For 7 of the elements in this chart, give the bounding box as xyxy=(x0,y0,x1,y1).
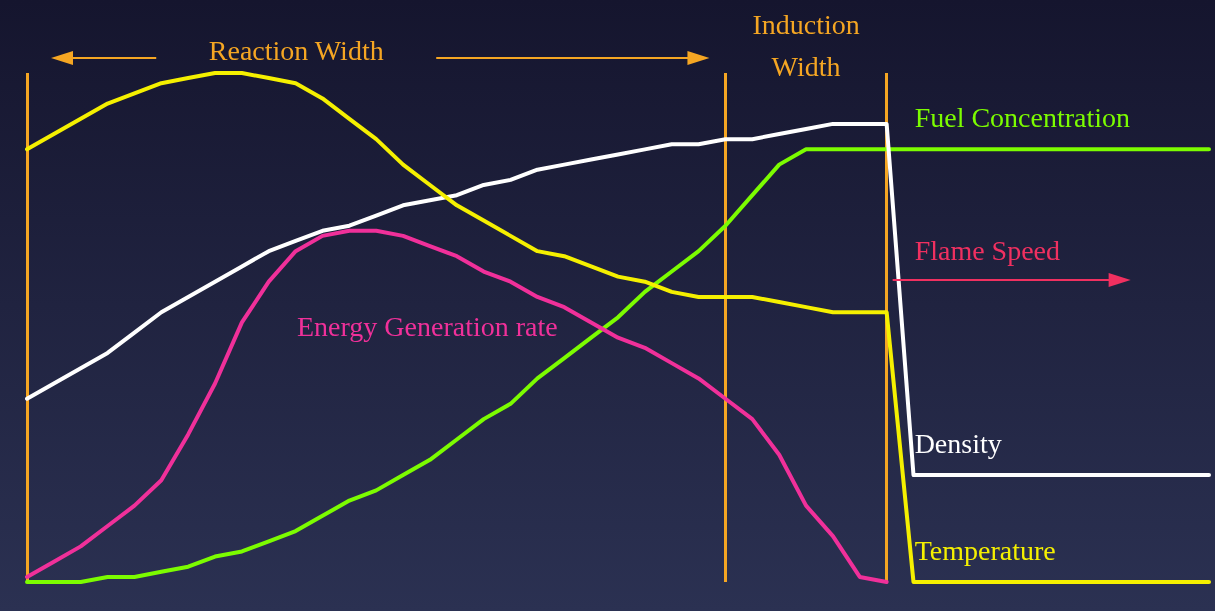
series-label: Fuel Concentration xyxy=(914,101,1131,133)
series-label: Energy Generation rate xyxy=(297,311,558,343)
annotation: Flame Speed xyxy=(914,234,1061,266)
annotation: Induction Width xyxy=(752,8,860,82)
text: Reaction Width xyxy=(208,34,384,66)
series-label: Temperature xyxy=(914,534,1056,566)
series-label: Density xyxy=(914,427,1002,459)
